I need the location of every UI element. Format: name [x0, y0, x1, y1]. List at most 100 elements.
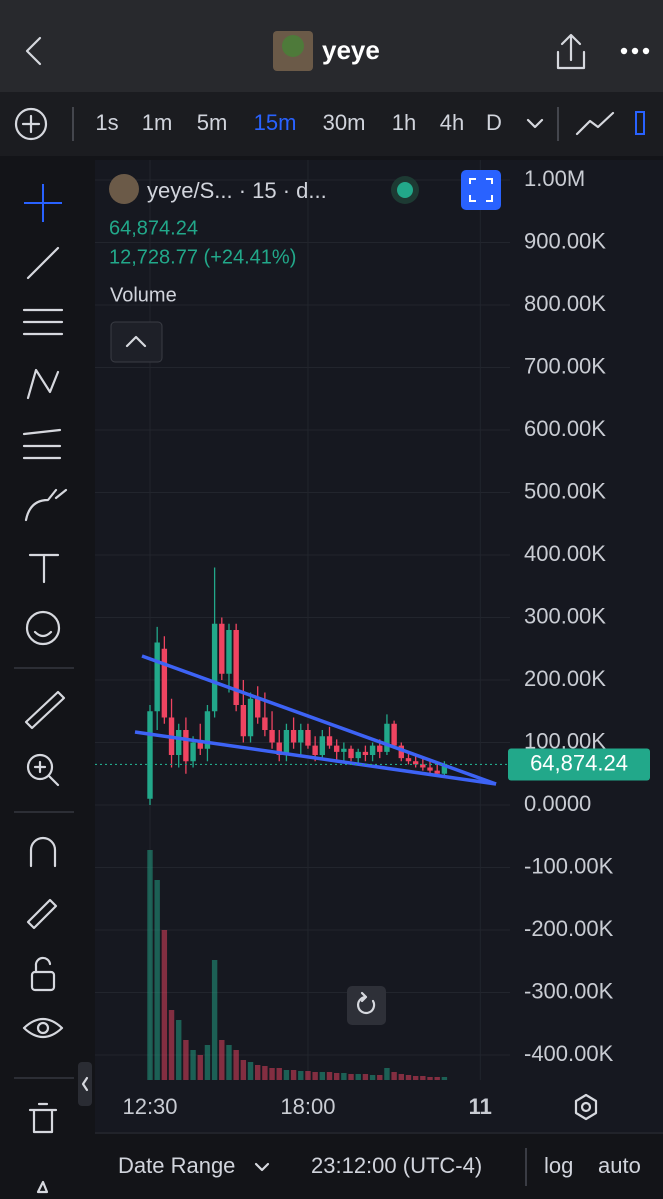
volume-bar [190, 1050, 196, 1080]
y-tick-label: -200.00K [524, 916, 614, 941]
collapse-tab[interactable] [78, 1062, 92, 1106]
volume-bar [211, 960, 218, 1080]
emoji-tool[interactable] [25, 610, 61, 646]
brush-tool[interactable] [24, 488, 68, 522]
lock-drawing-tool[interactable] [26, 898, 58, 930]
candle-body [391, 723, 397, 746]
y-tick-label: 400.00K [524, 541, 606, 566]
candle-body [384, 723, 390, 752]
magnet-tool[interactable] [29, 836, 57, 868]
candle-body [290, 730, 297, 743]
legend-price: 64,874.24 [109, 217, 198, 239]
y-tick-label: 500.00K [524, 478, 606, 503]
timezone[interactable]: 23:12:00 (UTC-4) [311, 1153, 482, 1178]
timeframe-button[interactable]: 1h [392, 110, 416, 135]
candle-body [333, 745, 340, 752]
symbol-avatar [109, 174, 139, 204]
candle-body [176, 730, 182, 755]
fib-tool[interactable] [22, 308, 64, 336]
volume-bar [305, 1071, 311, 1080]
volume-bar [434, 1077, 440, 1080]
share-button[interactable] [556, 33, 586, 70]
header-bar [0, 0, 663, 92]
date-range-button[interactable]: Date Range [118, 1153, 235, 1178]
volume-bar [255, 1065, 261, 1080]
candle-body [255, 698, 261, 718]
settings-button[interactable] [574, 1093, 598, 1121]
timeframe-button[interactable]: 5m [197, 110, 228, 135]
volume-bar [348, 1074, 354, 1080]
volume-bar [298, 1071, 304, 1080]
collapse-legend-button[interactable] [110, 321, 163, 363]
timeframe-button[interactable]: 1s [95, 110, 118, 135]
candle-body [147, 711, 153, 799]
candle-body [190, 742, 196, 762]
header-title: yeye [322, 35, 380, 65]
chart-area [95, 160, 663, 1134]
reset-button[interactable] [347, 986, 386, 1025]
crosshair-tool[interactable] [24, 184, 62, 222]
candle-body [219, 623, 225, 674]
candle-body [405, 758, 412, 762]
volume-bar [219, 1040, 225, 1080]
trendline-lower[interactable] [134, 730, 497, 786]
unlock-tool[interactable] [30, 956, 56, 992]
y-tick-label: 900.00K [524, 228, 606, 253]
candle-chart-button[interactable] [635, 111, 645, 135]
collapse-arrow [81, 1076, 89, 1092]
volume-bar [369, 1075, 376, 1080]
candle-body [226, 630, 232, 674]
trendline-upper[interactable] [141, 654, 497, 786]
volume-bar [441, 1077, 448, 1080]
timeframe-button[interactable]: 30m [323, 110, 366, 135]
volume-bar [405, 1075, 412, 1080]
timeframe-button[interactable]: D [486, 110, 502, 135]
timeframe-button[interactable]: 15m [254, 110, 297, 135]
candle-body [369, 745, 376, 755]
price-axis: 1.00M 900.00K 800.00K 700.00K 600.00K 500.00K… [95, 166, 650, 1066]
favorite-tool[interactable] [36, 1180, 49, 1194]
y-tick-label: 700.00K [524, 353, 606, 378]
volume-bar [377, 1075, 383, 1080]
candle-body [211, 623, 218, 712]
x-tick-label: 18:00 [280, 1094, 335, 1119]
trendline-tool[interactable] [26, 246, 60, 280]
candle-body [154, 642, 160, 712]
ruler-tool[interactable] [24, 690, 66, 730]
candle-body [247, 698, 254, 737]
delete-tool[interactable] [28, 1102, 58, 1134]
line-chart-button[interactable] [575, 111, 615, 136]
volume-bar [233, 1050, 239, 1080]
volume-bar [391, 1072, 397, 1080]
auto-toggle[interactable]: auto [598, 1153, 641, 1178]
zoom-tool[interactable] [26, 753, 60, 787]
avatar-face [282, 35, 304, 57]
timeframe-button[interactable]: 4h [440, 110, 464, 135]
volume-bar [240, 1060, 247, 1080]
tools [14, 184, 74, 1194]
visibility-tool[interactable] [22, 1017, 64, 1039]
more-button[interactable] [620, 47, 650, 55]
timeframe-dropdown[interactable] [526, 118, 544, 129]
candle-body [348, 748, 354, 759]
projection-tool[interactable] [22, 428, 62, 460]
volume-bar [290, 1070, 297, 1080]
y-tick-label: 600.00K [524, 416, 606, 441]
back-button[interactable] [25, 36, 42, 66]
add-button[interactable] [14, 107, 48, 141]
pattern-tool[interactable] [26, 368, 60, 400]
candle-body [204, 711, 211, 749]
volume-bar [147, 850, 153, 1080]
time-axis: 12:30 18:00 11 [122, 1094, 491, 1119]
volume-bar [326, 1072, 333, 1080]
candle-body [319, 736, 326, 755]
volume-bar [204, 1045, 211, 1080]
text-tool[interactable] [28, 553, 60, 584]
timeframe-button[interactable]: 1m [142, 110, 173, 135]
log-toggle[interactable]: log [544, 1153, 573, 1178]
fullscreen-button[interactable] [461, 170, 501, 210]
volume-bar [427, 1077, 433, 1080]
y-tick-label: 800.00K [524, 291, 606, 316]
volume-bar [341, 1073, 347, 1080]
timeframes: 1s 1m 5m 15m 30m 1h 4h D [95, 110, 502, 135]
